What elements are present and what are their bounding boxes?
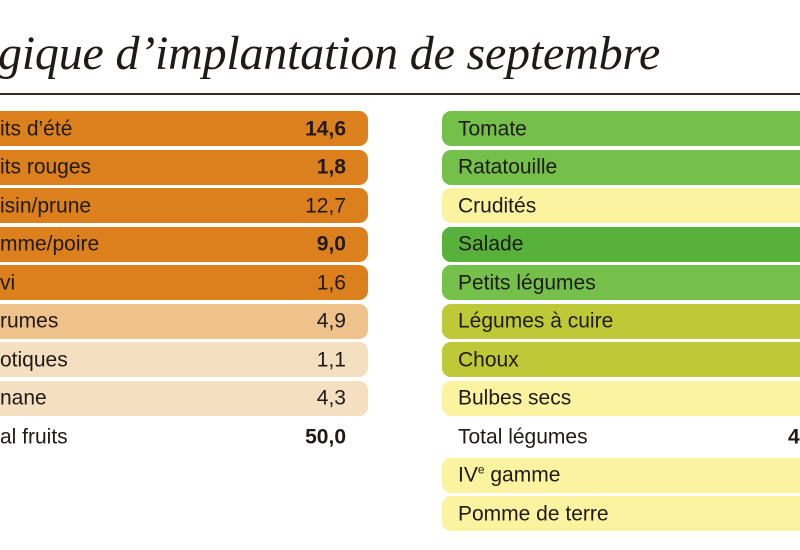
vegetable-label: Ratatouille: [458, 155, 558, 179]
vegetable-total-value: 4: [788, 425, 800, 448]
vegetable-label-prefix: IV: [458, 463, 478, 487]
fruit-value: 1,1: [316, 348, 346, 371]
vegetable-row: Bulbes secs: [442, 380, 800, 416]
fruit-label: rumes: [0, 309, 59, 333]
vegetable-label: Légumes à cuire: [458, 309, 614, 333]
vegetable-total-row: Total légumes 4: [442, 419, 800, 454]
fruit-row: vi 1,6: [0, 265, 368, 300]
vegetable-label: Bulbes secs: [458, 386, 572, 410]
vegetable-row: Salade: [442, 226, 800, 262]
fruit-row: its rouges 1,8: [0, 149, 368, 185]
fruit-value: 14,6: [305, 117, 346, 140]
vegetable-label: IVe gamme: [458, 462, 561, 487]
fruit-label: isin/prune: [0, 194, 92, 217]
fruit-total-label: al fruits: [0, 425, 68, 448]
fruit-value: 4,3: [316, 386, 346, 410]
fruit-label: mme/poire: [0, 232, 100, 256]
vegetable-label-superscript: e: [477, 462, 485, 477]
fruit-label: nane: [0, 386, 47, 410]
vegetable-total-label: Total légumes: [458, 425, 588, 448]
vegetable-label: Crudités: [458, 194, 537, 217]
fruit-value: 4,9: [316, 309, 346, 333]
vegetable-row: Crudités: [442, 188, 800, 223]
vegetable-row: Choux: [442, 342, 800, 377]
fruit-value: 1,6: [316, 271, 346, 294]
fruit-label: its d’été: [0, 117, 73, 140]
vegetable-row: Petits légumes: [442, 265, 800, 300]
vegetable-row: Pomme de terre: [442, 496, 800, 531]
fruit-value: 9,0: [316, 232, 346, 256]
page-header: gique d’implantation de septembre: [0, 0, 800, 96]
vegetable-row: Légumes à cuire: [442, 303, 800, 339]
fruit-row: its d’été 14,6: [0, 111, 368, 146]
vegetable-label: Tomate: [458, 117, 527, 140]
title-rule: [0, 93, 800, 95]
vegetable-label: Salade: [458, 232, 524, 256]
fruit-total-row: al fruits 50,0: [0, 419, 368, 454]
vegetable-table: Tomate Ratatouille Crudités Salade Petit…: [442, 111, 800, 535]
fruit-label: vi: [0, 271, 16, 294]
vegetable-label: Choux: [458, 348, 519, 371]
vegetable-row: Ratatouille: [442, 149, 800, 185]
fruit-value: 1,8: [316, 155, 346, 179]
vegetable-label: Pomme de terre: [458, 502, 609, 525]
vegetable-label: Petits légumes: [458, 271, 596, 294]
page-title: gique d’implantation de septembre: [0, 27, 661, 80]
fruit-label: its rouges: [0, 155, 92, 179]
vegetable-row: Tomate: [442, 111, 800, 146]
fruit-row: isin/prune 12,7: [0, 188, 368, 223]
fruit-value: 12,7: [305, 194, 346, 217]
vegetable-row: IVe gamme: [442, 457, 800, 493]
fruit-total-value: 50,0: [305, 425, 346, 448]
fruit-row: mme/poire 9,0: [0, 226, 368, 262]
fruit-row: nane 4,3: [0, 380, 368, 416]
fruit-label: otiques: [0, 348, 68, 371]
fruit-row: otiques 1,1: [0, 342, 368, 377]
vegetable-label-suffix: gamme: [484, 463, 561, 487]
fruit-table: its d’été 14,6 its rouges 1,8 isin/prune…: [0, 111, 368, 458]
fruit-row: rumes 4,9: [0, 303, 368, 339]
